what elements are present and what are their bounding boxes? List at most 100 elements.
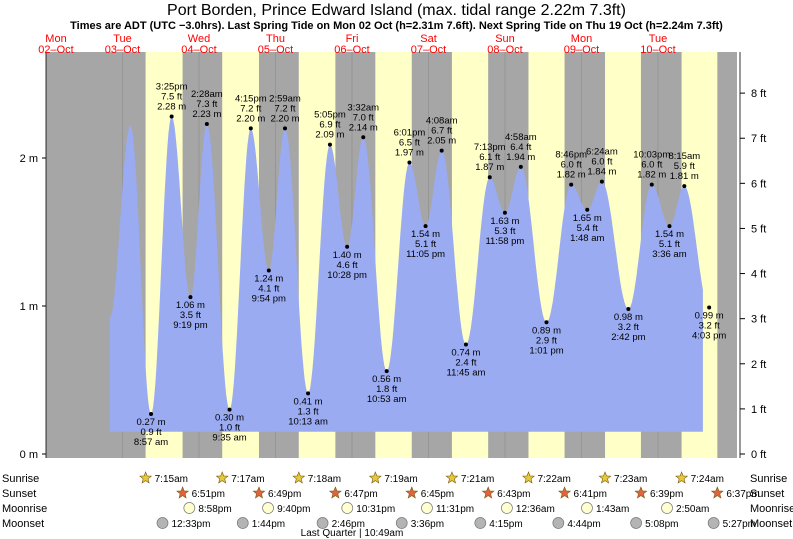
tide-ft-label: 7.5 ft [161, 92, 182, 103]
moon-phase-label: Last Quarter | 10:49am [301, 528, 404, 539]
moonrise-time-label: 12:36am [516, 504, 555, 515]
right-tick-label: 4 ft [751, 269, 766, 281]
moonrise-moon-icon [421, 502, 433, 514]
tide-time-label: 9:35 am [212, 433, 246, 444]
moonset-time-label: 2:46pm [332, 519, 365, 530]
tide-point [599, 179, 604, 184]
tide-time-label: 1:48 am [570, 233, 604, 244]
tide-time-label: 3:25pm [156, 82, 188, 93]
moonset-time-label: 3:36pm [411, 519, 444, 530]
date-header: 06–Oct [334, 44, 369, 56]
sunset-star-icon [634, 486, 648, 499]
tide-time-label: 9:19 pm [173, 320, 207, 331]
tide-time-label: 4:08am [426, 116, 458, 127]
day-header: Mon [571, 33, 592, 45]
tide-point [463, 342, 468, 347]
moonrise-moon-icon [661, 502, 673, 514]
row-label-left-moonrise: Moonrise [2, 503, 47, 515]
tide-point [266, 268, 271, 273]
tide-m-label: 2.20 m [270, 113, 299, 124]
date-header: 10–Oct [640, 44, 675, 56]
sunset-star-icon [481, 486, 495, 499]
moonrise-moon-icon [581, 502, 593, 514]
tide-point [439, 148, 444, 153]
date-header: 02–Oct [38, 44, 73, 56]
moonset-moon-icon [316, 517, 329, 529]
moonrise-time-label: 2:50am [676, 504, 709, 515]
tide-point [407, 160, 412, 165]
tide-ft-label: 1.3 ft [298, 406, 319, 417]
moonrise-time-label: 11:31pm [436, 504, 474, 515]
sunset-star-icon [710, 486, 724, 499]
tide-m-label: 1.82 m [637, 170, 666, 181]
tide-ft-label: 6.9 ft [319, 120, 340, 131]
sunrise-time-label: 7:18am [308, 474, 341, 485]
tide-point [188, 295, 193, 300]
sunset-time-label: 6:47pm [344, 489, 377, 500]
moonset-time-label: 5:08pm [645, 519, 678, 530]
tide-time-label: 3:36 am [652, 249, 686, 260]
sunrise-star-icon [292, 471, 306, 484]
date-header: 07–Oct [411, 44, 446, 56]
tide-point [502, 210, 507, 215]
moonset-moon-icon [630, 517, 642, 529]
row-label-left-sunrise: Sunrise [2, 473, 39, 485]
tide-point [149, 412, 154, 417]
sunset-star-icon [328, 486, 342, 499]
chart-subtitle: Times are ADT (UTC −3.0hrs). Last Spring… [70, 20, 723, 32]
tide-time-label: 11:45 am [447, 367, 486, 378]
tide-ft-label: 1.0 ft [219, 423, 240, 434]
sunrise-star-icon [139, 471, 153, 484]
tide-time-label: 5:05pm [314, 110, 346, 121]
right-tick-label: 8 ft [751, 88, 766, 100]
moonrise-moon-icon [183, 502, 196, 514]
tide-m-label: 0.74 m [451, 347, 480, 358]
tide-point [361, 135, 366, 140]
tide-ft-label: 6.4 ft [510, 142, 531, 153]
date-header: 04–Oct [181, 44, 216, 56]
tide-m-label: 2.23 m [192, 109, 221, 120]
tide-point [204, 121, 209, 126]
tide-m-label: 0.27 m [137, 417, 166, 428]
tide-point [248, 126, 253, 131]
sunset-time-label: 6:41pm [574, 489, 607, 500]
tide-ft-label: 4.1 ft [258, 283, 279, 294]
tide-time-label: 9:54 pm [252, 293, 286, 304]
tide-time-label: 1:01 pm [529, 345, 563, 356]
left-tick-label: 1 m [20, 301, 38, 313]
tide-point [649, 182, 654, 187]
tide-ft-label: 6.7 ft [431, 126, 452, 137]
tide-m-label: 1.82 m [557, 170, 586, 181]
tide-time-label: 10:13 am [288, 416, 328, 427]
sunrise-time-label: 7:17am [231, 474, 264, 485]
tide-m-label: 1.40 m [333, 250, 362, 261]
day-header: Mon [45, 33, 66, 45]
moonrise-moon-icon [262, 502, 274, 514]
tide-time-label: 10:53 am [367, 394, 407, 405]
moonset-moon-icon [707, 517, 720, 529]
tide-time-label: 8:46pm [555, 150, 587, 161]
tide-ft-label: 5.4 ft [577, 223, 598, 234]
right-tick-label: 0 ft [751, 449, 766, 461]
moonrise-time-label: 8:58pm [198, 504, 231, 515]
tide-ft-label: 6.1 ft [479, 152, 500, 163]
tide-ft-label: 7.0 ft [353, 112, 374, 123]
day-header: Fri [346, 33, 359, 45]
left-tick-label: 2 m [20, 153, 38, 165]
sunset-time-label: 6:49pm [268, 489, 301, 500]
moonset-moon-icon [552, 517, 565, 529]
tide-m-label: 1.24 m [254, 273, 283, 284]
day-header: Sat [420, 33, 437, 45]
tide-point [569, 182, 574, 187]
sunset-time-label: 6:45pm [421, 489, 454, 500]
tide-ft-label: 2.9 ft [536, 335, 557, 346]
date-header: 05–Oct [258, 44, 293, 56]
tide-m-label: 0.98 m [614, 312, 643, 323]
tide-point [544, 320, 549, 325]
row-label-right-moonset: Moonset [750, 518, 792, 530]
tide-m-label: 1.63 m [490, 216, 519, 227]
date-header: 09–Oct [564, 44, 599, 56]
left-tick-label: 0 m [20, 449, 38, 461]
tide-m-label: 2.09 m [315, 130, 344, 141]
